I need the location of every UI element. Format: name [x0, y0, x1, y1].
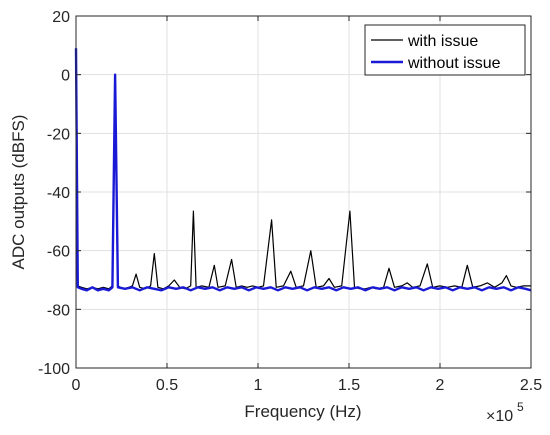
series-layer: [74, 48, 532, 292]
legend-label-with-issue: with issue: [407, 33, 478, 50]
x-tick-label: 0: [72, 377, 81, 394]
legend: with issue without issue: [364, 24, 526, 76]
x-axis-title: Frequency (Hz): [244, 402, 361, 421]
y-tick-label: -40: [47, 185, 70, 202]
x-tick-label: 1: [254, 377, 263, 394]
x-tick-label: 1.5: [338, 377, 360, 394]
tick-labels: 0 0.5 1 1.5 2 2.5 20 0 -20 -40 -60 -80 -100: [38, 9, 542, 394]
axis-ticks: [75, 15, 532, 369]
x-exponent-power: 5: [517, 400, 524, 414]
x-tick-label: 0.5: [156, 377, 178, 394]
x-exponent-base: ×10: [486, 408, 513, 425]
x-tick-label: 2.5: [520, 377, 542, 394]
legend-label-without-issue: without issue: [407, 55, 501, 72]
y-tick-label: -100: [38, 361, 70, 378]
y-tick-label: -20: [47, 126, 70, 143]
y-tick-label: -60: [47, 244, 70, 261]
legend-box: [364, 24, 526, 76]
y-tick-label: -80: [47, 302, 70, 319]
x-tick-label: 2: [436, 377, 445, 394]
series-line-without-issue: [74, 48, 532, 292]
y-tick-label: 0: [61, 68, 70, 85]
y-tick-label: 20: [52, 9, 70, 26]
y-axis-title: ADC outputs (dBFS): [9, 115, 28, 270]
